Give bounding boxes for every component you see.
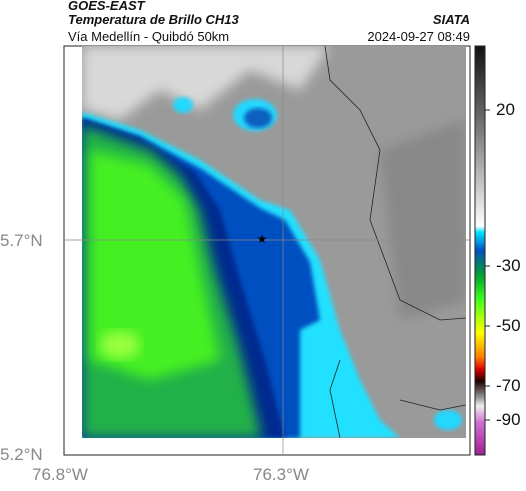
colorbar-label: -70 bbox=[496, 376, 521, 395]
route: Vía Medellín - Quibdó 50km bbox=[68, 29, 230, 44]
y-tick-label: 5.2°N bbox=[0, 445, 43, 464]
agency: SIATA bbox=[432, 12, 470, 27]
y-tick-label: 5.7°N bbox=[0, 231, 43, 250]
colorbar bbox=[474, 45, 486, 456]
satellite-name: GOES-EAST bbox=[68, 0, 145, 13]
colorbar-label: -30 bbox=[496, 256, 521, 275]
timestamp: 2024-09-27 08:49 bbox=[367, 29, 470, 44]
product-title: Temperatura de Brillo CH13 bbox=[68, 12, 239, 27]
satellite-image bbox=[82, 46, 466, 438]
city-marker: ★ bbox=[257, 232, 268, 246]
x-tick-label: 76.3°W bbox=[253, 465, 309, 484]
x-tick-label: 76.8°W bbox=[32, 465, 88, 484]
colorbar-label: -50 bbox=[496, 316, 521, 335]
colorbar-label: 20 bbox=[496, 100, 515, 119]
colorbar-label: -90 bbox=[496, 410, 521, 429]
